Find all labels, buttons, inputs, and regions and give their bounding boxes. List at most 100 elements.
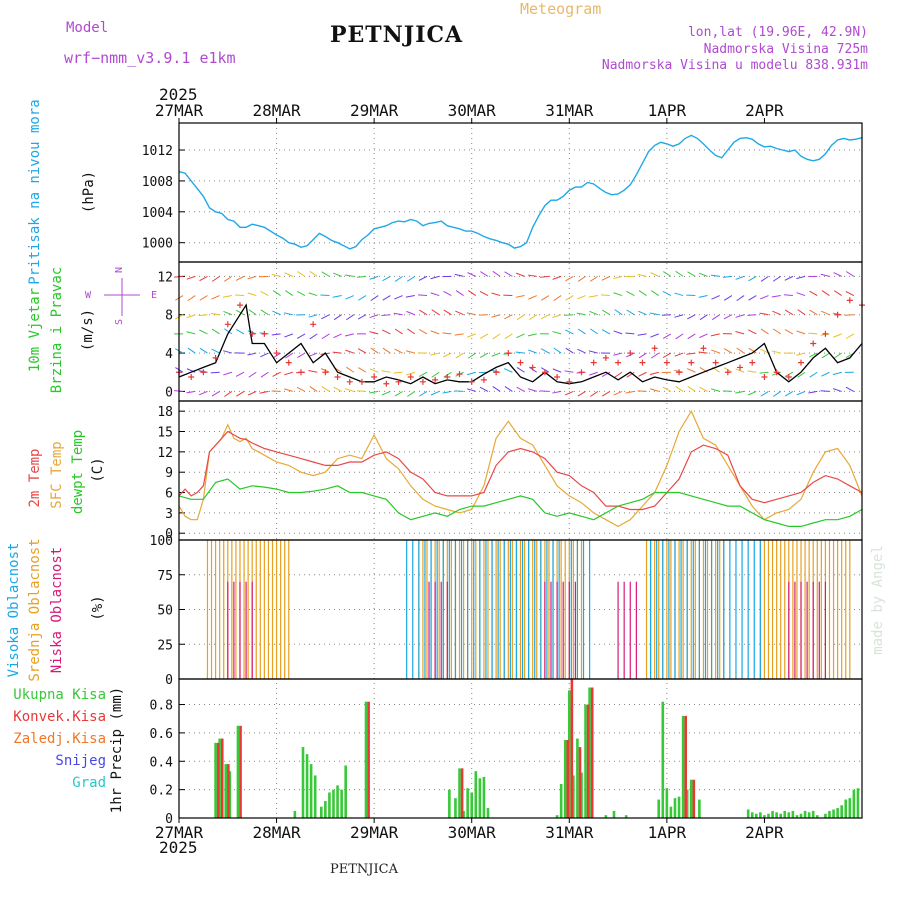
wind-arrow [760, 390, 769, 397]
wind-arrow [332, 351, 342, 354]
wind-arrow [491, 314, 501, 318]
wind-arrow [431, 309, 440, 316]
wind-arrow [199, 295, 208, 301]
y-tick-label: 0.2 [150, 784, 173, 799]
y-tick-label: 0 [165, 673, 173, 688]
total-precip-bar [588, 687, 591, 818]
wind-arrow [393, 312, 403, 316]
precip-legend-item: Snijeg [55, 753, 106, 769]
wind-arrow [662, 386, 672, 392]
y-tick-label: 50 [157, 604, 173, 619]
wind-arrow [675, 333, 684, 340]
wind-arrow [613, 292, 623, 297]
wind-arrow [321, 271, 330, 277]
wind-arrow [600, 294, 610, 297]
wind-arrow [370, 347, 379, 354]
wind-arrow [625, 390, 635, 394]
total-precip-bar [555, 815, 559, 818]
wind-arrow [186, 314, 196, 319]
wind-arrow [321, 314, 330, 320]
gust-marker [505, 350, 512, 357]
wind-arrow [637, 390, 647, 392]
total-precip-bar [807, 812, 811, 818]
total-precip-bar [698, 799, 701, 818]
year-bottom-label: 2025 [159, 838, 198, 857]
wind-arrow [492, 270, 501, 277]
wind-arrow [711, 349, 720, 354]
total-precip-bar [228, 771, 232, 818]
wind-arrow [333, 333, 342, 339]
day-label-bottom: 30MAR [448, 823, 497, 842]
conv-precip-bar [570, 679, 574, 818]
wind-arrow [345, 349, 354, 354]
y-tick-label: 25 [157, 638, 173, 653]
wind-arrow [528, 295, 537, 300]
wind-arrow [760, 328, 769, 335]
wind-arrow [747, 390, 757, 396]
y-tick-label: 18 [157, 405, 173, 420]
wind-arrow [479, 352, 489, 359]
dewpt-axis-label: dewpt Temp [70, 430, 86, 514]
wind-arrow [759, 312, 769, 316]
wind-arrow [687, 333, 696, 340]
precip-unit-label: 1hr Precip (mm) [109, 687, 125, 813]
total-precip-bar [293, 810, 297, 818]
wind-arrow [479, 333, 489, 339]
wind-arrow [516, 333, 525, 339]
wind-arrow [480, 271, 489, 277]
wind-arrow [308, 292, 318, 297]
wind-arrow [736, 295, 745, 302]
wind-arrow [211, 348, 220, 354]
total-precip-bar [624, 815, 628, 818]
gust-marker [493, 369, 500, 376]
day-label-bottom: 29MAR [350, 823, 399, 842]
wind-arrow [381, 370, 391, 373]
wind-arrow [309, 270, 318, 277]
page-title: PETNJICA [330, 22, 464, 48]
wind-arrow [553, 295, 562, 302]
wind-arrow [394, 348, 403, 354]
wind-arrow [442, 390, 452, 394]
wind-arrow [699, 333, 708, 339]
wind-arrow [297, 271, 306, 277]
wind-arrow [247, 275, 257, 280]
conv-precip-bar [578, 747, 582, 818]
wind-arrow [613, 330, 623, 335]
wind-arrow [356, 390, 367, 392]
wind-arrow [649, 312, 659, 316]
wind-arrow [820, 390, 830, 392]
total-precip-bar [689, 779, 693, 818]
wind-arrow [467, 388, 476, 392]
gust-marker [236, 302, 243, 309]
wind-arrow [565, 347, 574, 354]
wind-arrow [211, 295, 220, 300]
day-label-bottom: 1APR [648, 823, 687, 842]
wind-arrow [553, 347, 562, 354]
gust-marker [761, 374, 768, 381]
gust-marker [212, 354, 219, 361]
wind-arrow [614, 309, 623, 316]
total-precip-bar [486, 808, 490, 818]
gust-marker [419, 378, 426, 385]
total-precip-bar [462, 810, 465, 818]
wind-arrow [747, 314, 757, 316]
wind-arrow [601, 390, 611, 397]
gust-marker [480, 376, 487, 383]
wind-arrow [430, 292, 440, 297]
gust-marker [529, 364, 536, 371]
panel-frame [178, 261, 863, 402]
wind-arrow [626, 309, 635, 316]
wind-arrow [626, 290, 635, 296]
wind-arrow [284, 371, 293, 376]
wind-arrow [455, 352, 464, 359]
wind-arrow [491, 352, 501, 357]
total-precip-bar [324, 800, 327, 818]
total-precip-bar [563, 739, 567, 818]
wind-arrow [285, 352, 294, 359]
total-precip-bar [470, 792, 474, 818]
wind-arrow [382, 329, 391, 335]
year-top-label: 2025 [159, 85, 198, 104]
wind-arrow [199, 275, 208, 282]
wind-arrow [844, 314, 854, 316]
y-tick-label: 0.4 [150, 755, 174, 770]
